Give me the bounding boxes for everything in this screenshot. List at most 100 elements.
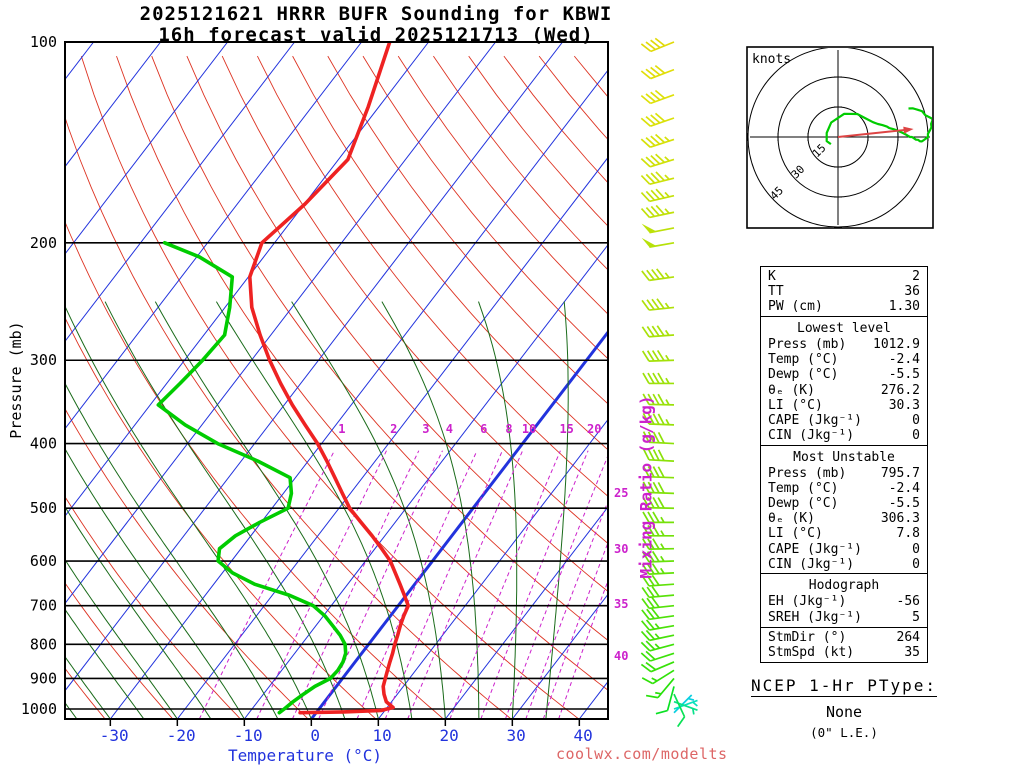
temperature-tick-label: 30 — [507, 726, 526, 745]
stat-value: 1012.9 — [873, 336, 920, 352]
wind-barb — [641, 268, 675, 282]
wind-barb — [642, 538, 675, 550]
wind-barb — [673, 699, 698, 710]
pressure-tick-label: 100 — [30, 33, 57, 51]
stat-label: θₑ (K) — [768, 382, 815, 398]
mixing-ratio-label: 40 — [614, 649, 628, 663]
stat-label: CAPE (Jkg⁻¹) — [768, 412, 862, 428]
temperature-tick-label: 20 — [440, 726, 459, 745]
wind-barb — [641, 563, 675, 576]
stat-label: PW (cm) — [768, 299, 823, 315]
wind-barb — [640, 171, 675, 186]
storm-motion-vector — [837, 128, 908, 138]
pressure-tick-label: 800 — [30, 635, 57, 653]
ptype-title: NCEP 1-Hr PType: — [750, 676, 938, 697]
wind-barb — [640, 133, 675, 149]
stats-section: Most Unstable Press (mb) 795.7 Temp (°C) -2.… — [760, 444, 928, 575]
moist-adiabat — [65, 608, 145, 719]
stat-label: Temp (°C) — [768, 480, 839, 496]
isotherm — [65, 42, 563, 692]
ptype-block: NCEP 1-Hr PType: None (0" L.E.) — [744, 676, 944, 740]
stat-row: CIN (Jkg⁻¹) 0 — [761, 428, 927, 443]
dry-adiabat — [65, 496, 241, 719]
stat-label: θₑ (K) — [768, 511, 815, 527]
wind-barb — [641, 586, 675, 599]
mixing-ratio-label: 25 — [614, 486, 628, 500]
wind-barb — [673, 693, 686, 728]
pressure-tick-label: 300 — [30, 351, 57, 369]
stat-row: Press (mb) 1012.9 — [761, 337, 927, 352]
moist-adiabat — [291, 301, 446, 719]
mixing-ratio-line — [198, 450, 335, 719]
page-subtitle: 16h forecast valid 2025121713 (Wed) — [158, 24, 594, 46]
moist-adiabat — [381, 301, 480, 719]
stat-label: EH (Jkg⁻¹) — [768, 594, 847, 610]
isotherm — [65, 42, 362, 430]
hodograph-units-label: knots — [752, 52, 791, 67]
stat-value: 0 — [912, 412, 920, 428]
stat-value: -5.5 — [888, 496, 920, 512]
dry-adiabat — [362, 55, 608, 360]
moist-adiabat — [154, 301, 379, 719]
mixing-ratio-label: 15 — [559, 422, 573, 436]
wind-barb — [655, 686, 675, 715]
mixing-ratio-label: 2 — [390, 422, 397, 436]
stat-label: Press (mb) — [768, 465, 847, 481]
stat-label: StmDir (°) — [768, 629, 847, 645]
section-divider — [761, 626, 927, 628]
wind-barb — [640, 64, 675, 80]
wind-barb — [642, 372, 674, 385]
stat-value: -5.5 — [888, 367, 920, 383]
dry-adiabat — [186, 55, 608, 593]
stat-label: TT — [768, 284, 784, 300]
stat-value: 306.3 — [880, 511, 920, 527]
moist-adiabat — [65, 305, 312, 719]
stats-section: Lowest level Press (mb) 1012.9 Temp (°C) -2.… — [760, 315, 928, 447]
wind-barb — [640, 112, 675, 127]
hodograph-ring — [807, 106, 869, 168]
plot-frame — [64, 41, 609, 720]
mixing-ratio-line — [504, 454, 608, 719]
indices-box: K 2 TT 36 PW (cm) 1.30 — [760, 266, 928, 318]
stat-value: 30.3 — [888, 397, 920, 413]
moist-adiabat — [65, 447, 245, 719]
stat-value: 0 — [912, 541, 920, 557]
wind-barb — [641, 237, 675, 248]
dry-adiabat — [65, 116, 512, 719]
moist-adiabat — [65, 505, 212, 719]
page-title: 2025121621 HRRR BUFR Sounding for KBWI — [139, 3, 613, 25]
dry-adiabat — [221, 55, 608, 545]
mixing-ratio-line — [291, 450, 420, 719]
plot-area — [65, 42, 608, 719]
stat-row: LI (°C) 30.3 — [761, 398, 927, 413]
dry-adiabat — [65, 220, 444, 719]
stat-row: CAPE (Jkg⁻¹) 0 — [761, 542, 927, 557]
stat-label: Dewp (°C) — [768, 367, 839, 383]
stat-label: LI (°C) — [768, 397, 823, 413]
section-title: Hodograph — [808, 578, 880, 594]
wind-barb — [642, 481, 675, 495]
dry-adiabat — [65, 316, 377, 719]
stat-row: TT 36 — [761, 284, 927, 299]
stat-value: 7.8 — [896, 526, 920, 542]
wind-barb — [640, 204, 675, 219]
pressure-tick-label: 200 — [30, 234, 57, 252]
dry-adiabat — [65, 667, 106, 719]
stat-label: Press (mb) — [768, 336, 847, 352]
wind-barb — [642, 496, 675, 510]
temperature-tick-label: 40 — [574, 726, 593, 745]
stat-row: Temp (°C) -2.4 — [761, 481, 927, 496]
pressure-tick-label: 400 — [30, 435, 57, 453]
moist-adiabat — [215, 301, 413, 719]
isotherm — [65, 42, 429, 517]
wind-barb — [673, 694, 695, 714]
pressure-tick-label: 700 — [30, 597, 57, 615]
isotherm — [243, 244, 608, 719]
wind-barb — [641, 550, 675, 563]
mixing-ratio-label: 3 — [422, 422, 429, 436]
stat-label: SREH (Jkg⁻¹) — [768, 609, 862, 625]
ptype-value: None — [825, 703, 863, 721]
wind-barb — [642, 413, 675, 426]
wind-barb — [641, 669, 675, 685]
